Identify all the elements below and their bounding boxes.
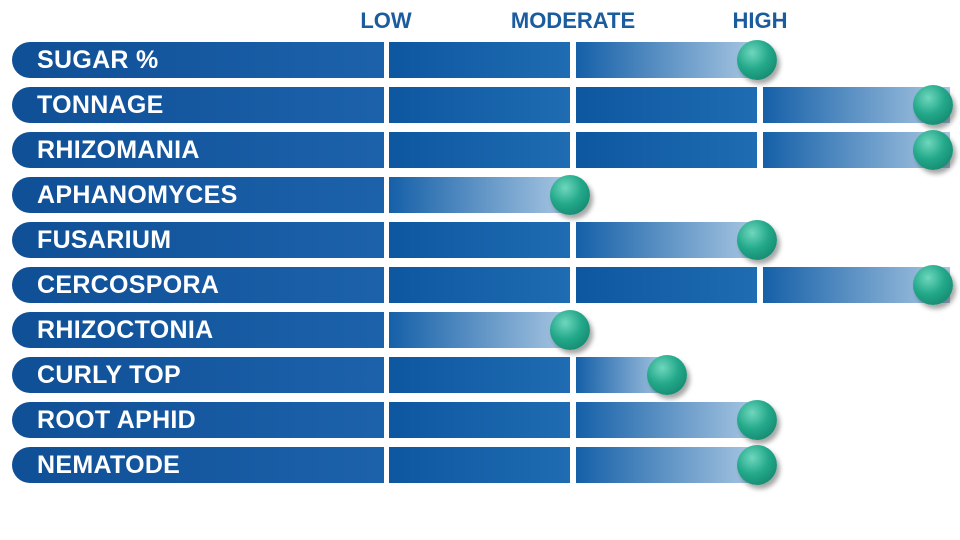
rating-segment bbox=[576, 402, 757, 438]
rating-marker-ball bbox=[550, 310, 590, 350]
chart-row: ROOT APHID bbox=[0, 400, 960, 440]
category-label: RHIZOMANIA bbox=[12, 132, 384, 168]
chart-row: FUSARIUM bbox=[0, 220, 960, 260]
rating-marker-ball bbox=[913, 130, 953, 170]
chart-row: TONNAGE bbox=[0, 85, 960, 125]
rating-segment bbox=[576, 447, 757, 483]
category-label: APHANOMYCES bbox=[12, 177, 384, 213]
rating-segment bbox=[576, 267, 757, 303]
category-label: CURLY TOP bbox=[12, 357, 384, 393]
rating-segment bbox=[389, 447, 570, 483]
rating-marker-ball bbox=[646, 355, 687, 395]
rating-marker-ball bbox=[737, 220, 777, 260]
rating-marker-ball bbox=[913, 85, 953, 125]
rating-marker-ball bbox=[737, 40, 777, 80]
rating-segment bbox=[576, 132, 757, 168]
rating-segment bbox=[389, 357, 570, 393]
rating-segment bbox=[389, 222, 570, 258]
chart-row: RHIZOCTONIA bbox=[0, 310, 960, 350]
chart-row: RHIZOMANIA bbox=[0, 130, 960, 170]
chart-row: APHANOMYCES bbox=[0, 175, 960, 215]
rating-marker-ball bbox=[550, 175, 590, 215]
rating-segment bbox=[389, 402, 570, 438]
scale-label-high: HIGH bbox=[732, 8, 788, 33]
category-label: SUGAR % bbox=[12, 42, 384, 78]
scale-label-low: LOW bbox=[360, 8, 412, 33]
rating-marker-ball bbox=[737, 445, 777, 485]
rating-marker-ball bbox=[913, 265, 953, 305]
rating-segment bbox=[389, 312, 570, 348]
category-label: TONNAGE bbox=[12, 87, 384, 123]
rating-segment bbox=[389, 132, 570, 168]
category-label: NEMATODE bbox=[12, 447, 384, 483]
rating-segment bbox=[389, 267, 570, 303]
category-label: CERCOSPORA bbox=[12, 267, 384, 303]
category-label: FUSARIUM bbox=[12, 222, 384, 258]
rating-segment bbox=[389, 42, 570, 78]
rating-segment bbox=[576, 42, 757, 78]
rating-segment bbox=[389, 177, 570, 213]
rating-segment bbox=[576, 87, 757, 123]
category-label: RHIZOCTONIA bbox=[12, 312, 384, 348]
chart-row: CERCOSPORA bbox=[0, 265, 960, 305]
chart-row: NEMATODE bbox=[0, 445, 960, 485]
rating-segment bbox=[576, 222, 757, 258]
chart-row: CURLY TOP bbox=[0, 355, 960, 395]
rating-marker-ball bbox=[737, 400, 777, 440]
rating-segment bbox=[389, 87, 570, 123]
scale-label-moderate: MODERATE bbox=[510, 8, 636, 33]
category-label: ROOT APHID bbox=[12, 402, 384, 438]
chart-row: SUGAR % bbox=[0, 40, 960, 80]
